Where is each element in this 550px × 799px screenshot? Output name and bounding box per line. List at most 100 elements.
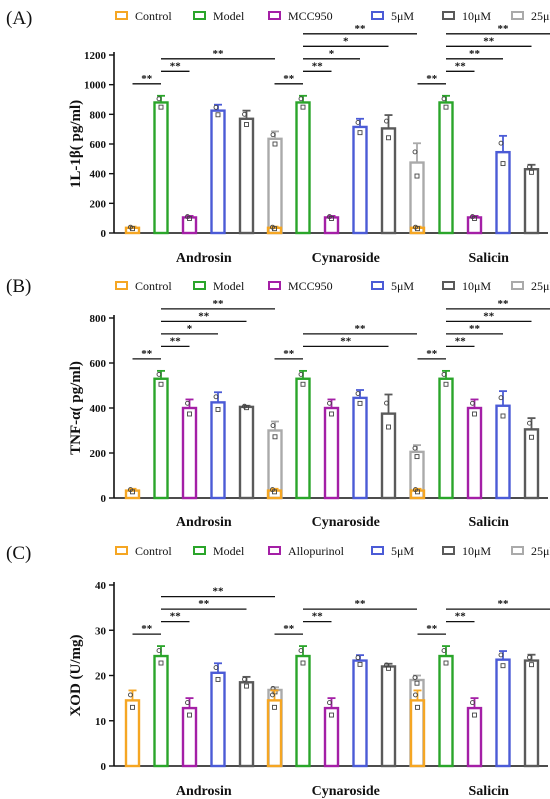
legend-swatch bbox=[511, 546, 524, 555]
x-tick-label: Cynaroside bbox=[312, 251, 380, 266]
significance-label: ** bbox=[213, 48, 225, 60]
data-point bbox=[270, 692, 275, 698]
data-point bbox=[242, 676, 247, 682]
data-point bbox=[156, 648, 162, 654]
x-tick-label: Androsin bbox=[176, 251, 232, 266]
significance-label: * bbox=[329, 48, 335, 60]
bar bbox=[181, 216, 198, 235]
legend-label: Model bbox=[213, 544, 245, 558]
y-tick-label: 1000 bbox=[84, 80, 107, 92]
legend-swatch bbox=[268, 11, 281, 20]
data-point bbox=[441, 371, 447, 377]
data-point bbox=[384, 400, 389, 406]
significance-label: ** bbox=[498, 298, 510, 310]
data-point bbox=[156, 371, 162, 377]
data-point bbox=[329, 411, 334, 417]
legend-label: Model bbox=[213, 279, 245, 293]
data-point bbox=[130, 704, 135, 710]
y-axis-label: TNF-α( pg/ml) bbox=[68, 361, 84, 455]
legend: Control Model MCC950 5μM 10μM 25μM bbox=[115, 279, 550, 293]
significance-label: * bbox=[187, 323, 193, 335]
legend-swatch bbox=[115, 281, 128, 290]
data-point bbox=[187, 216, 192, 221]
bar bbox=[153, 377, 169, 500]
data-point bbox=[272, 434, 278, 440]
bar bbox=[352, 659, 368, 768]
legend-swatch bbox=[115, 546, 128, 555]
data-point bbox=[272, 141, 278, 147]
data-point bbox=[244, 683, 249, 689]
significance-label: ** bbox=[455, 60, 467, 72]
data-point bbox=[441, 648, 447, 654]
x-tick-label: Androsin bbox=[176, 515, 232, 530]
chart-panel-3: (C) Control Model Allopurinol 5μM 10μM 25μM 0 10… bbox=[6, 543, 550, 799]
significance-label: ** bbox=[426, 73, 438, 85]
bars bbox=[124, 94, 540, 235]
y-tick-label: 40 bbox=[95, 580, 107, 592]
y-tick-label: 10 bbox=[95, 716, 107, 728]
legend-swatch bbox=[268, 281, 281, 290]
data-point bbox=[527, 654, 532, 660]
data-point bbox=[355, 391, 361, 396]
data-point bbox=[386, 424, 391, 430]
significance-brackets: ******************** bbox=[132, 586, 550, 635]
data-point bbox=[384, 118, 389, 124]
data-point bbox=[187, 411, 192, 417]
bar bbox=[523, 659, 540, 768]
significance-label: ** bbox=[170, 335, 182, 347]
legend-label: Allopurinol bbox=[288, 544, 345, 558]
data-point bbox=[412, 675, 418, 680]
data-point bbox=[414, 454, 420, 460]
significance-label: ** bbox=[340, 335, 352, 347]
data-point bbox=[443, 381, 449, 387]
data-point bbox=[327, 700, 332, 706]
y-tick-label: 800 bbox=[90, 313, 107, 325]
data-point bbox=[355, 120, 361, 125]
significance-label: ** bbox=[426, 623, 438, 635]
y-axis-label: XOD (U/mg) bbox=[68, 634, 84, 716]
significance-label: ** bbox=[283, 623, 295, 635]
bar bbox=[210, 671, 226, 768]
legend-label: Control bbox=[135, 9, 172, 23]
bar bbox=[124, 699, 141, 768]
data-point bbox=[128, 692, 133, 698]
bar bbox=[409, 161, 425, 235]
significance-label: ** bbox=[141, 623, 153, 635]
bar bbox=[380, 665, 397, 768]
y-tick-label: 600 bbox=[90, 139, 107, 151]
legend-swatch bbox=[193, 11, 206, 20]
bar bbox=[267, 137, 283, 235]
legend-label: 25μM bbox=[531, 279, 550, 293]
data-point bbox=[300, 660, 306, 666]
data-point bbox=[527, 164, 532, 170]
significance-label: ** bbox=[483, 35, 495, 47]
legend-label: Control bbox=[135, 544, 172, 558]
x-tick-label: Salicin bbox=[469, 784, 510, 799]
significance-brackets: ************************ bbox=[132, 23, 550, 85]
bar bbox=[466, 216, 483, 235]
bar bbox=[438, 377, 454, 500]
y-tick-label: 800 bbox=[90, 109, 107, 121]
data-point bbox=[215, 112, 221, 118]
data-point bbox=[500, 413, 506, 419]
data-point bbox=[443, 660, 449, 666]
data-point bbox=[413, 692, 418, 698]
bar bbox=[266, 699, 283, 768]
data-point bbox=[215, 676, 221, 682]
bar bbox=[352, 125, 368, 235]
data-point bbox=[498, 652, 504, 658]
data-point bbox=[130, 226, 135, 232]
data-point bbox=[300, 381, 306, 387]
significance-label: ** bbox=[469, 48, 481, 60]
data-point bbox=[272, 226, 277, 232]
legend-swatch bbox=[442, 11, 455, 20]
y-tick-label: 600 bbox=[90, 358, 107, 370]
bar bbox=[352, 396, 368, 500]
data-point bbox=[529, 169, 534, 175]
data-point bbox=[412, 445, 418, 451]
y-tick-label: 1200 bbox=[84, 50, 107, 62]
significance-label: ** bbox=[312, 60, 324, 72]
significance-label: ** bbox=[213, 586, 225, 598]
legend-swatch bbox=[511, 11, 524, 20]
legend-swatch bbox=[193, 546, 206, 555]
